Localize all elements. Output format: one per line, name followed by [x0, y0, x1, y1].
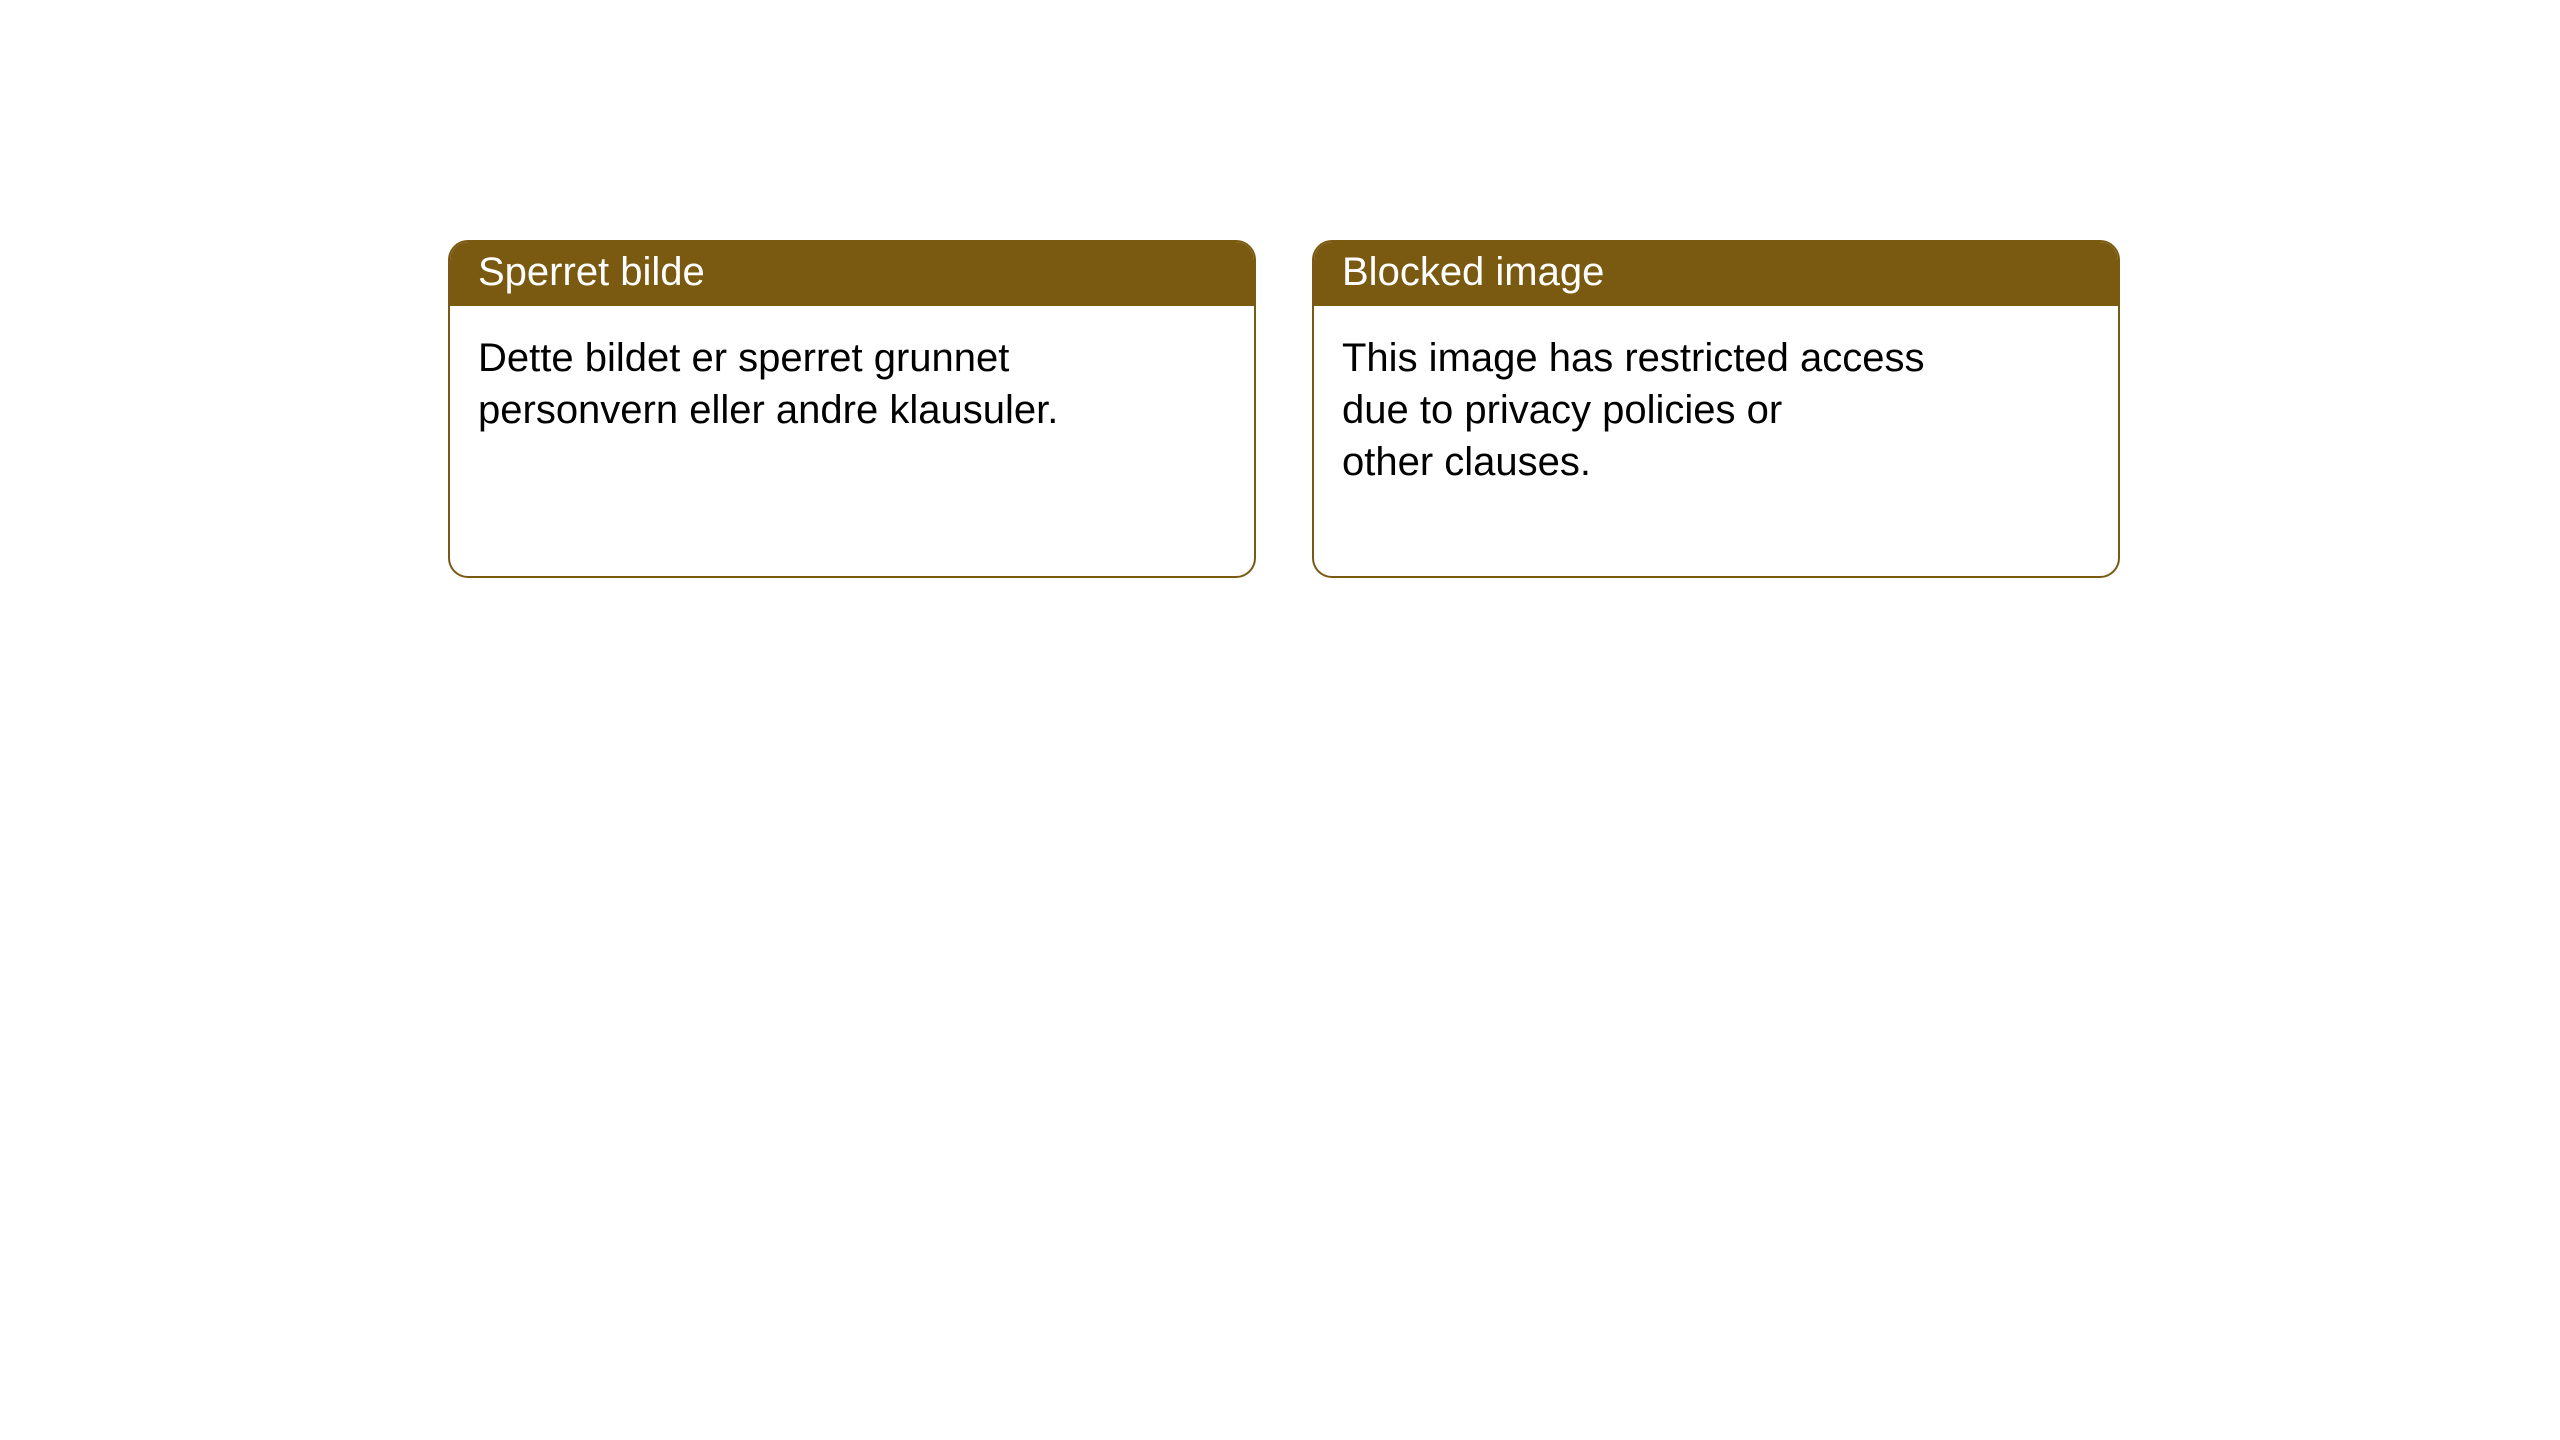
notice-card-en-body: This image has restricted access due to … [1314, 306, 2118, 488]
notice-card-row: Sperret bilde Dette bildet er sperret gr… [448, 240, 2120, 578]
notice-card-no-title: Sperret bilde [450, 242, 1254, 306]
notice-card-en: Blocked image This image has restricted … [1312, 240, 2120, 578]
notice-card-no-body: Dette bildet er sperret grunnet personve… [450, 306, 1254, 436]
page-canvas: Sperret bilde Dette bildet er sperret gr… [0, 0, 2560, 1440]
notice-card-en-title: Blocked image [1314, 242, 2118, 306]
notice-card-no: Sperret bilde Dette bildet er sperret gr… [448, 240, 1256, 578]
